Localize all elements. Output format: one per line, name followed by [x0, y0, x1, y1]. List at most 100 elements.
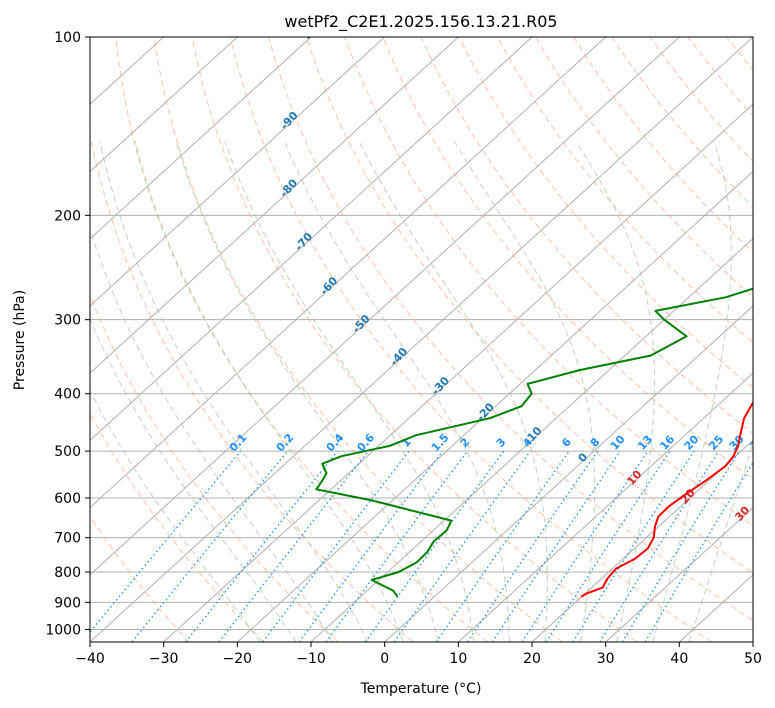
moist-adiabat-line	[99, 141, 369, 642]
x-tick-label: 10	[449, 651, 467, 667]
isotherm-line	[90, 37, 238, 173]
y-tick-label: 100	[54, 30, 81, 46]
mixing-ratio-line	[131, 450, 289, 642]
isopleth-labels: -100-90-80-70-60-50-40-30-20-10010203040…	[227, 37, 768, 524]
dry-adiabat-line	[725, 37, 753, 71]
mixing-ratio-label: 8	[588, 436, 603, 450]
dry-adiabat-line	[268, 37, 753, 622]
moist-adiabat-line	[358, 141, 548, 642]
background-lines	[90, 37, 775, 642]
isotherm-line	[90, 37, 607, 509]
dry-adiabat-line	[382, 37, 753, 481]
y-tick-label: 700	[54, 531, 81, 547]
y-tick-label: 400	[54, 387, 81, 403]
isotherm-line	[90, 37, 312, 240]
dry-adiabat-line	[535, 37, 753, 298]
dry-adiabat-line	[344, 37, 753, 527]
mixing-ratio-label: 3	[494, 436, 509, 450]
mixing-ratio-label: 25	[706, 433, 726, 453]
isotherm-line	[163, 103, 753, 642]
isotherm-line	[605, 506, 753, 642]
dry-adiabat-line	[191, 37, 638, 642]
isotherm-label: 20	[678, 486, 698, 506]
moist-adiabat-line	[175, 141, 439, 642]
isotherm-label: -50	[350, 312, 373, 336]
isotherm-label: 10	[625, 468, 645, 488]
mixing-ratio-label: 13	[635, 433, 655, 453]
isotherm-label: 30	[732, 503, 752, 523]
moist-adiabat-line	[688, 442, 753, 642]
isotherm-label: -40	[387, 345, 410, 369]
isotherm-line	[752, 641, 753, 642]
mixing-ratio-line	[521, 450, 649, 642]
x-tick-label: 20	[523, 651, 541, 667]
profile-line	[315, 287, 753, 598]
y-tick-label: 300	[54, 313, 81, 329]
isotherm-line	[90, 37, 680, 576]
y-tick-label: 200	[54, 208, 81, 224]
moist-adiabat-line	[90, 389, 261, 642]
dry-adiabat-line	[687, 37, 753, 117]
profile-line	[580, 400, 753, 598]
x-tick-label: 40	[670, 651, 688, 667]
isotherm-label: -70	[292, 230, 315, 254]
mixing-ratio-line	[545, 450, 671, 642]
y-tick-label: 500	[54, 444, 81, 460]
x-tick-label: 50	[744, 651, 762, 667]
mixing-ratio-line	[90, 450, 242, 634]
x-tick-label: 30	[597, 651, 615, 667]
dry-adiabat-line	[153, 37, 563, 642]
dry-adiabat-line	[765, 37, 775, 642]
mixing-ratio-label: 6	[559, 435, 574, 450]
mixing-ratio-line	[393, 450, 531, 642]
moist-adiabat-line	[134, 141, 404, 642]
y-axis-ticks: 100 200 300 400 500 600 700 800 900 1000	[45, 30, 90, 638]
isotherm-line	[310, 237, 753, 642]
mixing-ratio-line	[621, 450, 740, 642]
dry-adiabat-line	[90, 412, 264, 642]
moist-adiabat-line	[224, 141, 475, 642]
mixing-ratio-line	[298, 450, 444, 642]
plot-frame	[89, 36, 754, 643]
moist-adiabat-line	[575, 141, 656, 642]
isotherm-label: -90	[278, 109, 301, 133]
mixing-ratio-line	[572, 450, 695, 642]
dry-adiabat-line	[306, 37, 753, 574]
mixing-ratio-line	[599, 450, 720, 642]
moist-adiabat-line	[652, 141, 732, 642]
x-tick-label: −40	[75, 651, 105, 667]
dry-adiabat-line	[649, 37, 753, 163]
moist-adiabat-line	[454, 141, 596, 642]
mixing-ratio-line	[435, 450, 570, 642]
dry-adiabat-line	[496, 37, 753, 344]
y-axis-label: Pressure (hPa)	[12, 290, 28, 390]
dry-adiabat-line	[611, 37, 753, 208]
mixing-ratio-line	[644, 461, 753, 642]
mixing-ratio-line	[466, 450, 599, 642]
y-tick-label: 800	[54, 565, 81, 581]
x-axis-label: Temperature (°C)	[360, 681, 482, 697]
isotherm-label: 0	[575, 450, 590, 465]
dry-adiabat-line	[420, 37, 753, 435]
mixing-ratio-line	[491, 450, 621, 642]
isotherm-line	[384, 305, 753, 642]
isotherm-line	[457, 372, 753, 642]
mixing-ratio-line	[218, 450, 369, 642]
isotherm-line	[90, 37, 459, 374]
isotherm-line	[90, 37, 753, 642]
dry-adiabat-line	[115, 37, 488, 642]
dry-adiabat-line	[573, 37, 753, 253]
moist-adiabat-line	[90, 227, 333, 642]
profile-series	[315, 287, 753, 598]
isotherm-label: -60	[317, 274, 340, 298]
x-tick-label: 0	[380, 651, 389, 667]
mixing-ratio-label: 36	[748, 432, 768, 452]
mixing-ratio-line	[185, 450, 339, 642]
moist-adiabat-line	[283, 141, 510, 642]
mixing-ratio-label: 16	[657, 432, 677, 452]
isotherm-line	[236, 170, 753, 642]
x-tick-label: −10	[296, 651, 326, 667]
chart-title: wetPf2_C2E1.2025.156.13.21.R05	[284, 12, 557, 32]
y-tick-label: 1000	[45, 622, 81, 638]
